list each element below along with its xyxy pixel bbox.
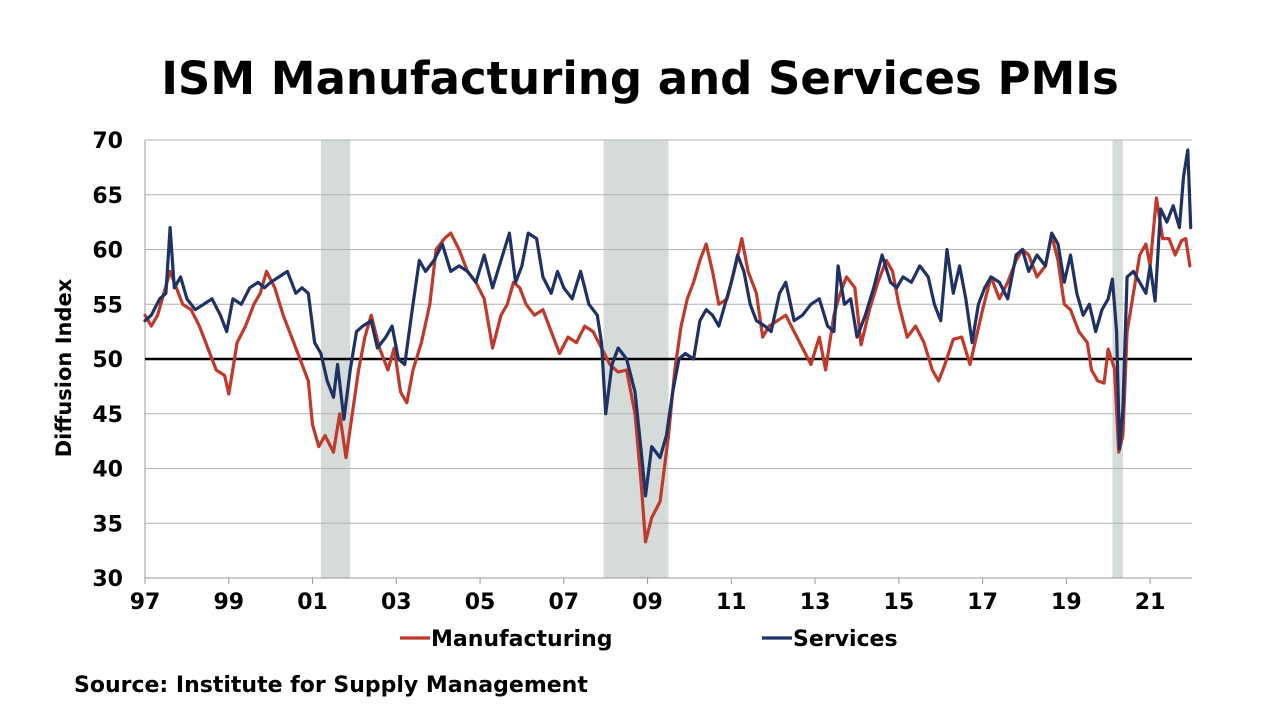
y-tick-label-60: 60 [92,239,123,264]
y-tick-label-70: 70 [92,129,123,154]
x-tick-label-05: 05 [465,590,496,615]
y-tick-label-55: 55 [92,293,123,318]
x-tick-label-09: 09 [632,590,663,615]
y-tick-label-35: 35 [92,512,123,537]
y-tick-label-45: 45 [92,403,123,428]
x-tick-label-97: 97 [130,590,161,615]
legend-label-manufacturing: Manufacturing [431,627,613,652]
chart-title: ISM Manufacturing and Services PMIs [161,52,1119,105]
x-tick-label-01: 01 [297,590,328,615]
x-tick-label-19: 19 [1051,590,1082,615]
y-tick-label-40: 40 [92,458,123,483]
legend-label-services: Services [793,627,898,652]
x-tick-label-99: 99 [213,590,244,615]
x-tick-label-11: 11 [716,590,747,615]
x-tick-label-03: 03 [381,590,412,615]
series-layer [143,148,1193,544]
y-tick-label-50: 50 [92,348,123,373]
x-tick-label-13: 13 [800,590,831,615]
legend: Manufacturing Services [400,627,898,652]
y-tick-label-65: 65 [92,184,123,209]
series-line-services [143,148,1193,498]
x-tick-label-17: 17 [967,590,998,615]
x-tick-label-07: 07 [548,590,579,615]
x-tick-label-15: 15 [884,590,915,615]
x-tick-label-21: 21 [1135,590,1166,615]
source-note: Source: Institute for Supply Management [74,673,588,698]
y-tick-label-30: 30 [92,567,123,592]
